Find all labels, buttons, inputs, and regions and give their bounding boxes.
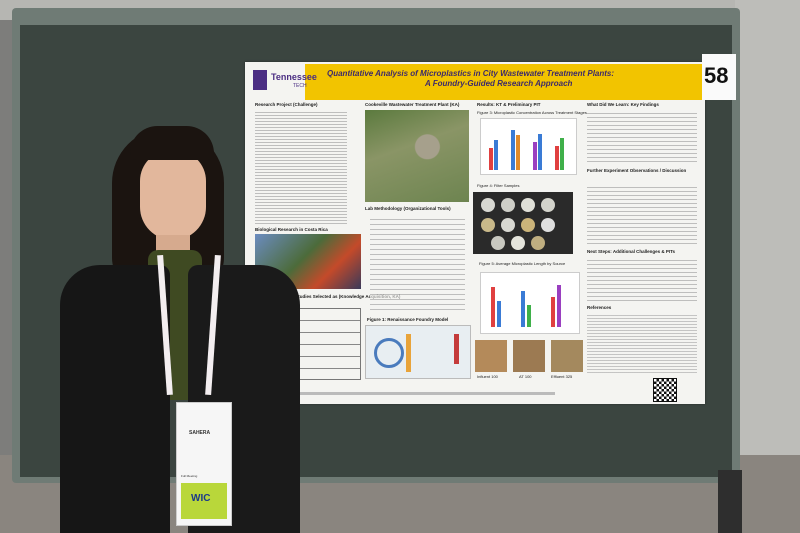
filter-samples-photo xyxy=(473,192,573,254)
filter-disc xyxy=(481,218,495,232)
diagram-bar-red xyxy=(454,334,459,364)
bar xyxy=(494,140,498,170)
poster-subtitle: A Foundry-Guided Research Approach xyxy=(425,79,573,88)
fig5-label: Figure 5: Average Microplastic Length by… xyxy=(479,261,566,266)
stage-label: AT 100 xyxy=(519,374,532,379)
fig5-bar-chart xyxy=(480,272,580,334)
section-research: Research Project (Challenge) xyxy=(255,102,318,107)
section-cookeville: Cookeville Wastewater Treatment Plant (K… xyxy=(365,102,460,107)
logo-icon xyxy=(253,70,267,90)
right-wall-panel xyxy=(735,0,800,460)
bar xyxy=(521,291,525,327)
filter-disc xyxy=(481,198,495,212)
fig3-label: Figure 3: Microplastic Concentration Acr… xyxy=(477,110,587,115)
diagram-circle xyxy=(374,338,404,368)
section-bio: Biological Research in Costa Rica xyxy=(255,227,328,232)
hair-fringe xyxy=(130,126,214,160)
plant-aerial-photo xyxy=(365,110,469,202)
fig3-bar-chart xyxy=(480,118,577,175)
bar xyxy=(497,301,501,327)
bar xyxy=(489,148,493,170)
bar xyxy=(527,305,531,327)
section-next: Next Steps: Additional Challenges & PITs xyxy=(587,249,676,254)
poster-number: 58 xyxy=(704,63,729,88)
name-badge: SAHERA Full Meeting WIC xyxy=(176,402,232,526)
filter-disc xyxy=(541,198,555,212)
board-stand xyxy=(718,470,742,533)
acknowledgement-line xyxy=(255,392,555,395)
stage-label: Effluent 325 xyxy=(551,374,573,379)
figure1-caption: Figure 1: Renaissance Foundry Model xyxy=(367,317,449,322)
bar xyxy=(555,146,559,170)
bar xyxy=(516,135,520,170)
logo-text: Tennessee xyxy=(271,72,317,82)
bar xyxy=(551,297,555,327)
bar xyxy=(557,285,561,327)
bar xyxy=(560,138,564,170)
filter-disc xyxy=(511,236,525,250)
badge-name: SAHERA xyxy=(189,430,211,436)
poster-number-card: 58 xyxy=(702,54,736,100)
lab-text-block xyxy=(370,215,465,310)
badge-tag: Full Meeting xyxy=(181,474,198,478)
section-references: References xyxy=(587,305,612,310)
section-results: Results: KT & Preliminary PIT xyxy=(477,102,541,107)
research-text-block xyxy=(255,110,347,225)
filter-disc xyxy=(521,218,535,232)
poster-title: Quantitative Analysis of Microplastics i… xyxy=(327,69,615,78)
filter-disc xyxy=(531,236,545,250)
leather-jacket-left xyxy=(60,265,170,533)
filter-disc xyxy=(491,236,505,250)
section-further: Further Experiment Observations / Discus… xyxy=(587,168,687,173)
university-logo: Tennessee TECH xyxy=(253,68,317,96)
filter-disc xyxy=(501,218,515,232)
person: SAHERA Full Meeting WIC xyxy=(60,120,300,533)
section-previous: Previous Studies Selected as (Knowledge … xyxy=(275,294,401,299)
bar xyxy=(533,142,537,170)
badge-label: WIC xyxy=(191,493,211,504)
filter-disc xyxy=(521,198,535,212)
next-text-block xyxy=(587,257,697,301)
bar xyxy=(511,130,515,170)
section-lab: Lab Methodology (Organizational Tools) xyxy=(365,206,451,211)
stage-label: Influent 100 xyxy=(477,374,498,379)
references-text-block xyxy=(587,313,697,375)
face xyxy=(140,150,206,240)
fig4-label: Figure 4: Filter Samples xyxy=(477,183,520,188)
filter-disc xyxy=(541,218,555,232)
micrograph-3 xyxy=(551,340,583,372)
qr-code xyxy=(653,378,677,402)
logo-sub: TECH xyxy=(293,83,307,89)
bar xyxy=(491,287,495,327)
filter-disc xyxy=(501,198,515,212)
learned-text-block xyxy=(587,110,697,165)
micrograph-1 xyxy=(475,340,507,372)
foundry-model-diagram xyxy=(365,325,471,379)
micrograph-2 xyxy=(513,340,545,372)
further-text-block xyxy=(587,184,697,246)
section-learned: What Did We Learn: Key Findings xyxy=(587,102,659,107)
poster: Tennessee TECH Quantitative Analysis of … xyxy=(245,62,705,404)
title-band xyxy=(305,64,705,100)
bar xyxy=(538,134,542,170)
diagram-bar-orange xyxy=(406,334,411,372)
badge-logo-block: WIC xyxy=(181,483,227,519)
